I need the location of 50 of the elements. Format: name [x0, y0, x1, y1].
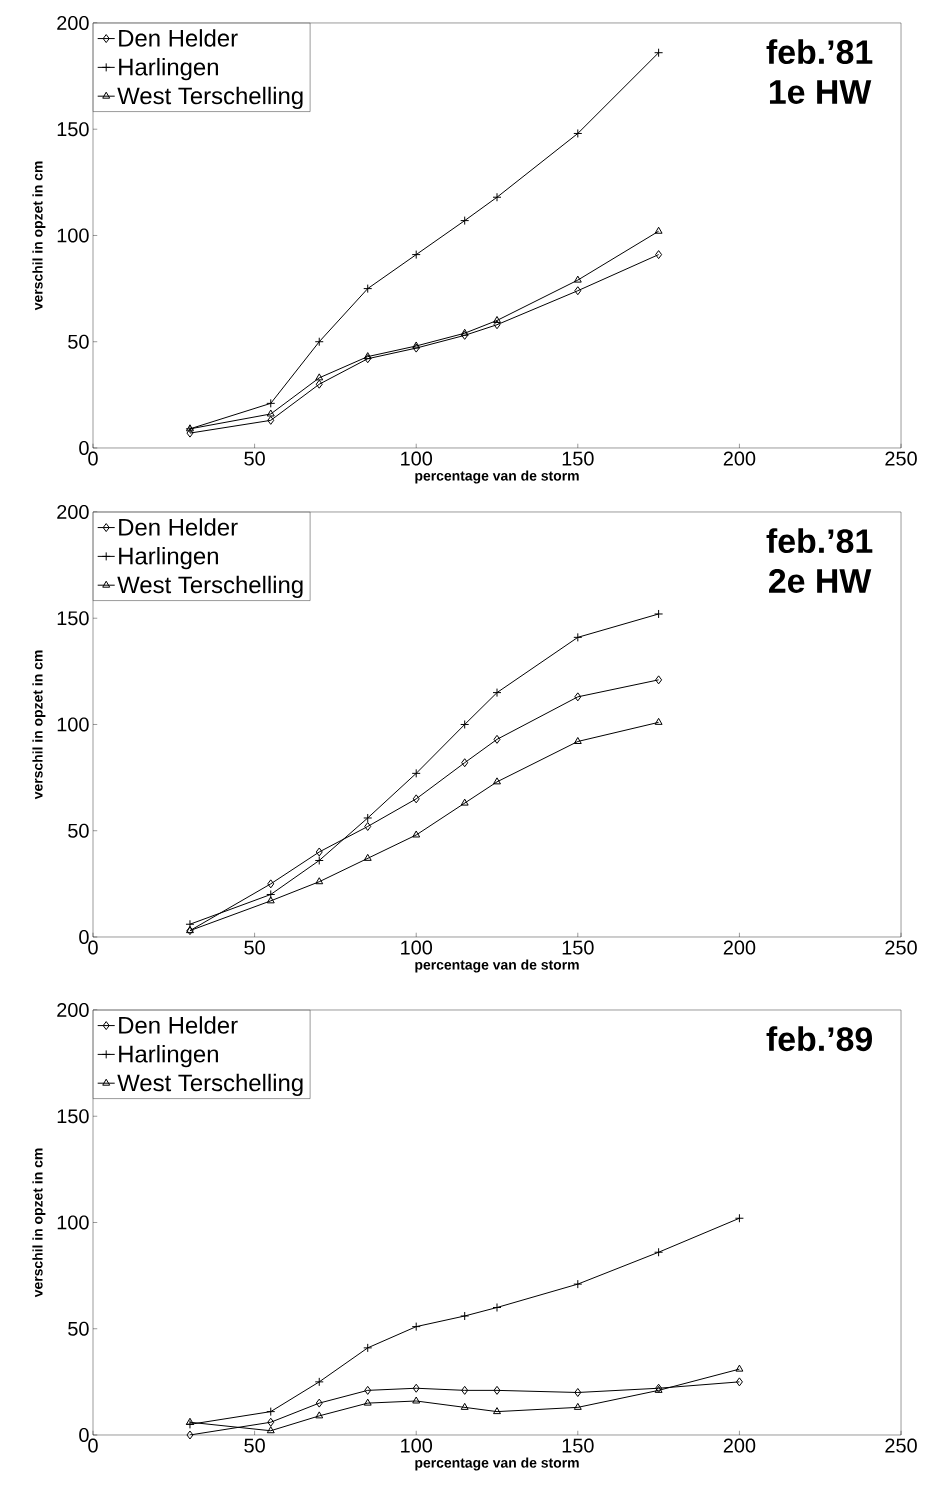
y-axis-title: verschil in opzet in cm — [32, 1148, 46, 1298]
y-tick-label: 50 — [68, 823, 89, 838]
annotation: feb.’81 — [766, 39, 873, 65]
x-tick-label: 250 — [885, 451, 917, 466]
y-tick-label: 0 — [79, 929, 89, 945]
legend-label: Den Helder — [119, 29, 238, 47]
legend-label: West Terschelling — [117, 575, 303, 599]
y-tick-label: 50 — [68, 334, 89, 349]
legend-label: Den Helder — [119, 1016, 238, 1034]
x-tick-label: 100 — [401, 940, 433, 955]
x-tick-label: 200 — [723, 1438, 756, 1453]
legend-label: West Terschelling — [117, 1073, 303, 1097]
legend-label: West Terschelling — [117, 86, 303, 110]
x-tick-label: 50 — [244, 451, 265, 466]
annotation: feb.’89 — [766, 1026, 872, 1052]
y-tick-label: 200 — [57, 504, 89, 520]
y-tick-label: 150 — [57, 1109, 89, 1124]
y-tick-label: 50 — [68, 1321, 89, 1336]
x-tick-label: 200 — [723, 940, 756, 955]
y-tick-label: 100 — [57, 1215, 89, 1230]
x-tick-label: 250 — [885, 940, 917, 955]
legend-label: Harlingen — [119, 1044, 218, 1068]
x-tick-label: 150 — [562, 1438, 594, 1453]
annotation: 2e HW — [769, 568, 872, 593]
y-tick-label: 100 — [57, 228, 89, 243]
annotation: feb.’81 — [766, 528, 873, 554]
x-axis-title: percentage van de storm — [415, 959, 579, 973]
x-tick-label: 50 — [244, 940, 265, 955]
x-tick-label: 100 — [401, 1438, 433, 1453]
y-tick-label: 200 — [57, 1002, 89, 1018]
legend-label: Harlingen — [119, 57, 218, 81]
x-tick-label: 250 — [885, 1438, 917, 1453]
y-axis-title: verschil in opzet in cm — [32, 650, 46, 800]
x-tick-label: 150 — [562, 451, 594, 466]
y-tick-label: 150 — [57, 611, 89, 626]
legend-label: Den Helder — [119, 518, 238, 536]
y-axis-title: verschil in opzet in cm — [32, 161, 46, 311]
x-tick-label: 200 — [723, 451, 756, 466]
y-tick-label: 150 — [57, 122, 89, 137]
x-axis-title: percentage van de storm — [415, 470, 579, 484]
annotation: 1e HW — [769, 80, 872, 104]
y-tick-label: 0 — [79, 440, 89, 456]
x-tick-label: 50 — [244, 1438, 265, 1453]
x-axis-title: percentage van de storm — [415, 1457, 579, 1471]
y-tick-label: 100 — [57, 717, 89, 732]
x-tick-label: 100 — [401, 451, 433, 466]
y-tick-label: 0 — [79, 1427, 89, 1443]
y-tick-label: 200 — [57, 15, 89, 31]
x-tick-label: 150 — [562, 940, 594, 955]
legend-label: Harlingen — [119, 546, 218, 570]
